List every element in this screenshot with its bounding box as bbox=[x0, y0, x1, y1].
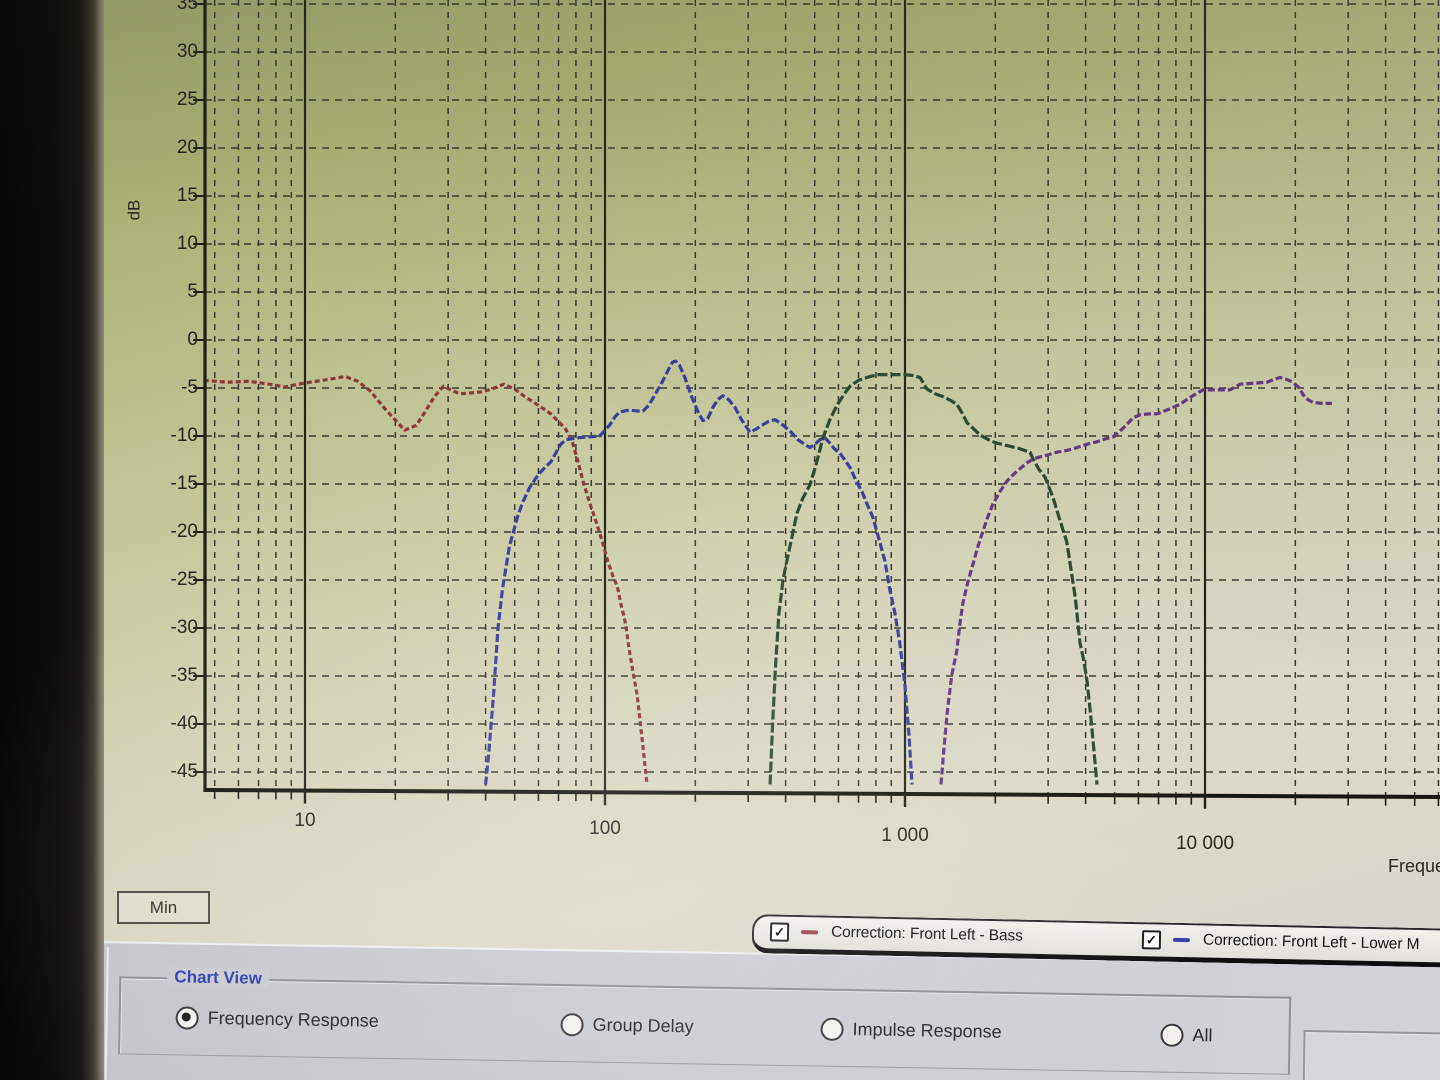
radio-circle-group-delay[interactable] bbox=[560, 1013, 584, 1037]
x-tick-label: 10 bbox=[294, 810, 316, 831]
y-tick-label: 5 bbox=[187, 281, 198, 302]
y-tick-label: -5 bbox=[181, 377, 198, 398]
radio-group-delay[interactable]: Group Delay bbox=[560, 1013, 694, 1038]
chart-view-groupbox: Chart View Frequency Response Group Delay… bbox=[118, 967, 1292, 1075]
radio-all[interactable]: All bbox=[1160, 1023, 1213, 1048]
x-tick-label: 100 bbox=[589, 817, 621, 839]
x-tick-label: 1 000 bbox=[881, 825, 929, 846]
y-tick-label: -35 bbox=[170, 665, 198, 686]
radio-label: Impulse Response bbox=[852, 1019, 1002, 1042]
radio-label: Frequency Response bbox=[207, 1007, 379, 1031]
y-tick-label: -10 bbox=[170, 425, 198, 446]
curve-lower-mid bbox=[484, 359, 914, 785]
legend-label: Correction: Front Left - Bass bbox=[830, 923, 1023, 945]
axes bbox=[193, 0, 1440, 809]
screen-background bbox=[100, 0, 1440, 1080]
radio-circle-impulse-response[interactable] bbox=[820, 1017, 844, 1041]
radio-impulse-response[interactable]: Impulse Response bbox=[820, 1017, 1002, 1044]
radio-circle-frequency-response[interactable] bbox=[175, 1006, 199, 1030]
chart-view-title: Chart View bbox=[167, 967, 270, 989]
legend-checkbox[interactable]: ✓ bbox=[1141, 929, 1162, 950]
side-groupbox bbox=[1300, 1030, 1440, 1080]
y-tick-label: -45 bbox=[170, 761, 198, 782]
monitor-bezel bbox=[0, 0, 104, 1080]
curve-mid-green bbox=[768, 373, 1099, 785]
legend-color-swatch bbox=[800, 930, 819, 935]
y-tick-label: 10 bbox=[176, 233, 198, 254]
grid-lines bbox=[205, 0, 1440, 798]
chart-view-radio-row: Frequency Response Group Delay Impulse Res… bbox=[121, 978, 1289, 1047]
legend-item: ✓ Correction: Front Left - Lower M bbox=[1141, 924, 1420, 960]
y-tick-label: 25 bbox=[176, 89, 198, 110]
radio-circle-all[interactable] bbox=[1160, 1023, 1184, 1047]
y-tick-label: 20 bbox=[176, 137, 198, 158]
legend-label: Correction: Front Left - Lower M bbox=[1202, 931, 1420, 953]
radio-label: Group Delay bbox=[592, 1014, 694, 1037]
y-axis-title: dB bbox=[124, 199, 144, 221]
legend-checkbox[interactable]: ✓ bbox=[769, 921, 790, 942]
min-button[interactable]: Min bbox=[117, 891, 210, 924]
radio-label: All bbox=[1192, 1025, 1213, 1046]
y-tick-label: -40 bbox=[170, 713, 198, 734]
y-tick-label: 15 bbox=[176, 185, 198, 206]
y-tick-label: -25 bbox=[170, 569, 198, 590]
y-tick-label: -30 bbox=[170, 617, 198, 638]
y-tick-label: -20 bbox=[170, 521, 198, 542]
x-axis-title-partial: Freque bbox=[1388, 856, 1440, 876]
y-tick-label: -15 bbox=[170, 473, 198, 494]
x-tick-label: 10 000 bbox=[1175, 832, 1235, 854]
y-tick-label: 35 bbox=[176, 0, 198, 14]
radio-frequency-response[interactable]: Frequency Response bbox=[175, 1006, 379, 1033]
curve-bass bbox=[203, 374, 649, 785]
legend-color-swatch bbox=[1172, 937, 1190, 943]
y-tick-label: 30 bbox=[176, 41, 198, 62]
legend-item: ✓ Correction: Front Left - Bass bbox=[769, 916, 1023, 951]
y-tick-label: 0 bbox=[187, 329, 198, 350]
